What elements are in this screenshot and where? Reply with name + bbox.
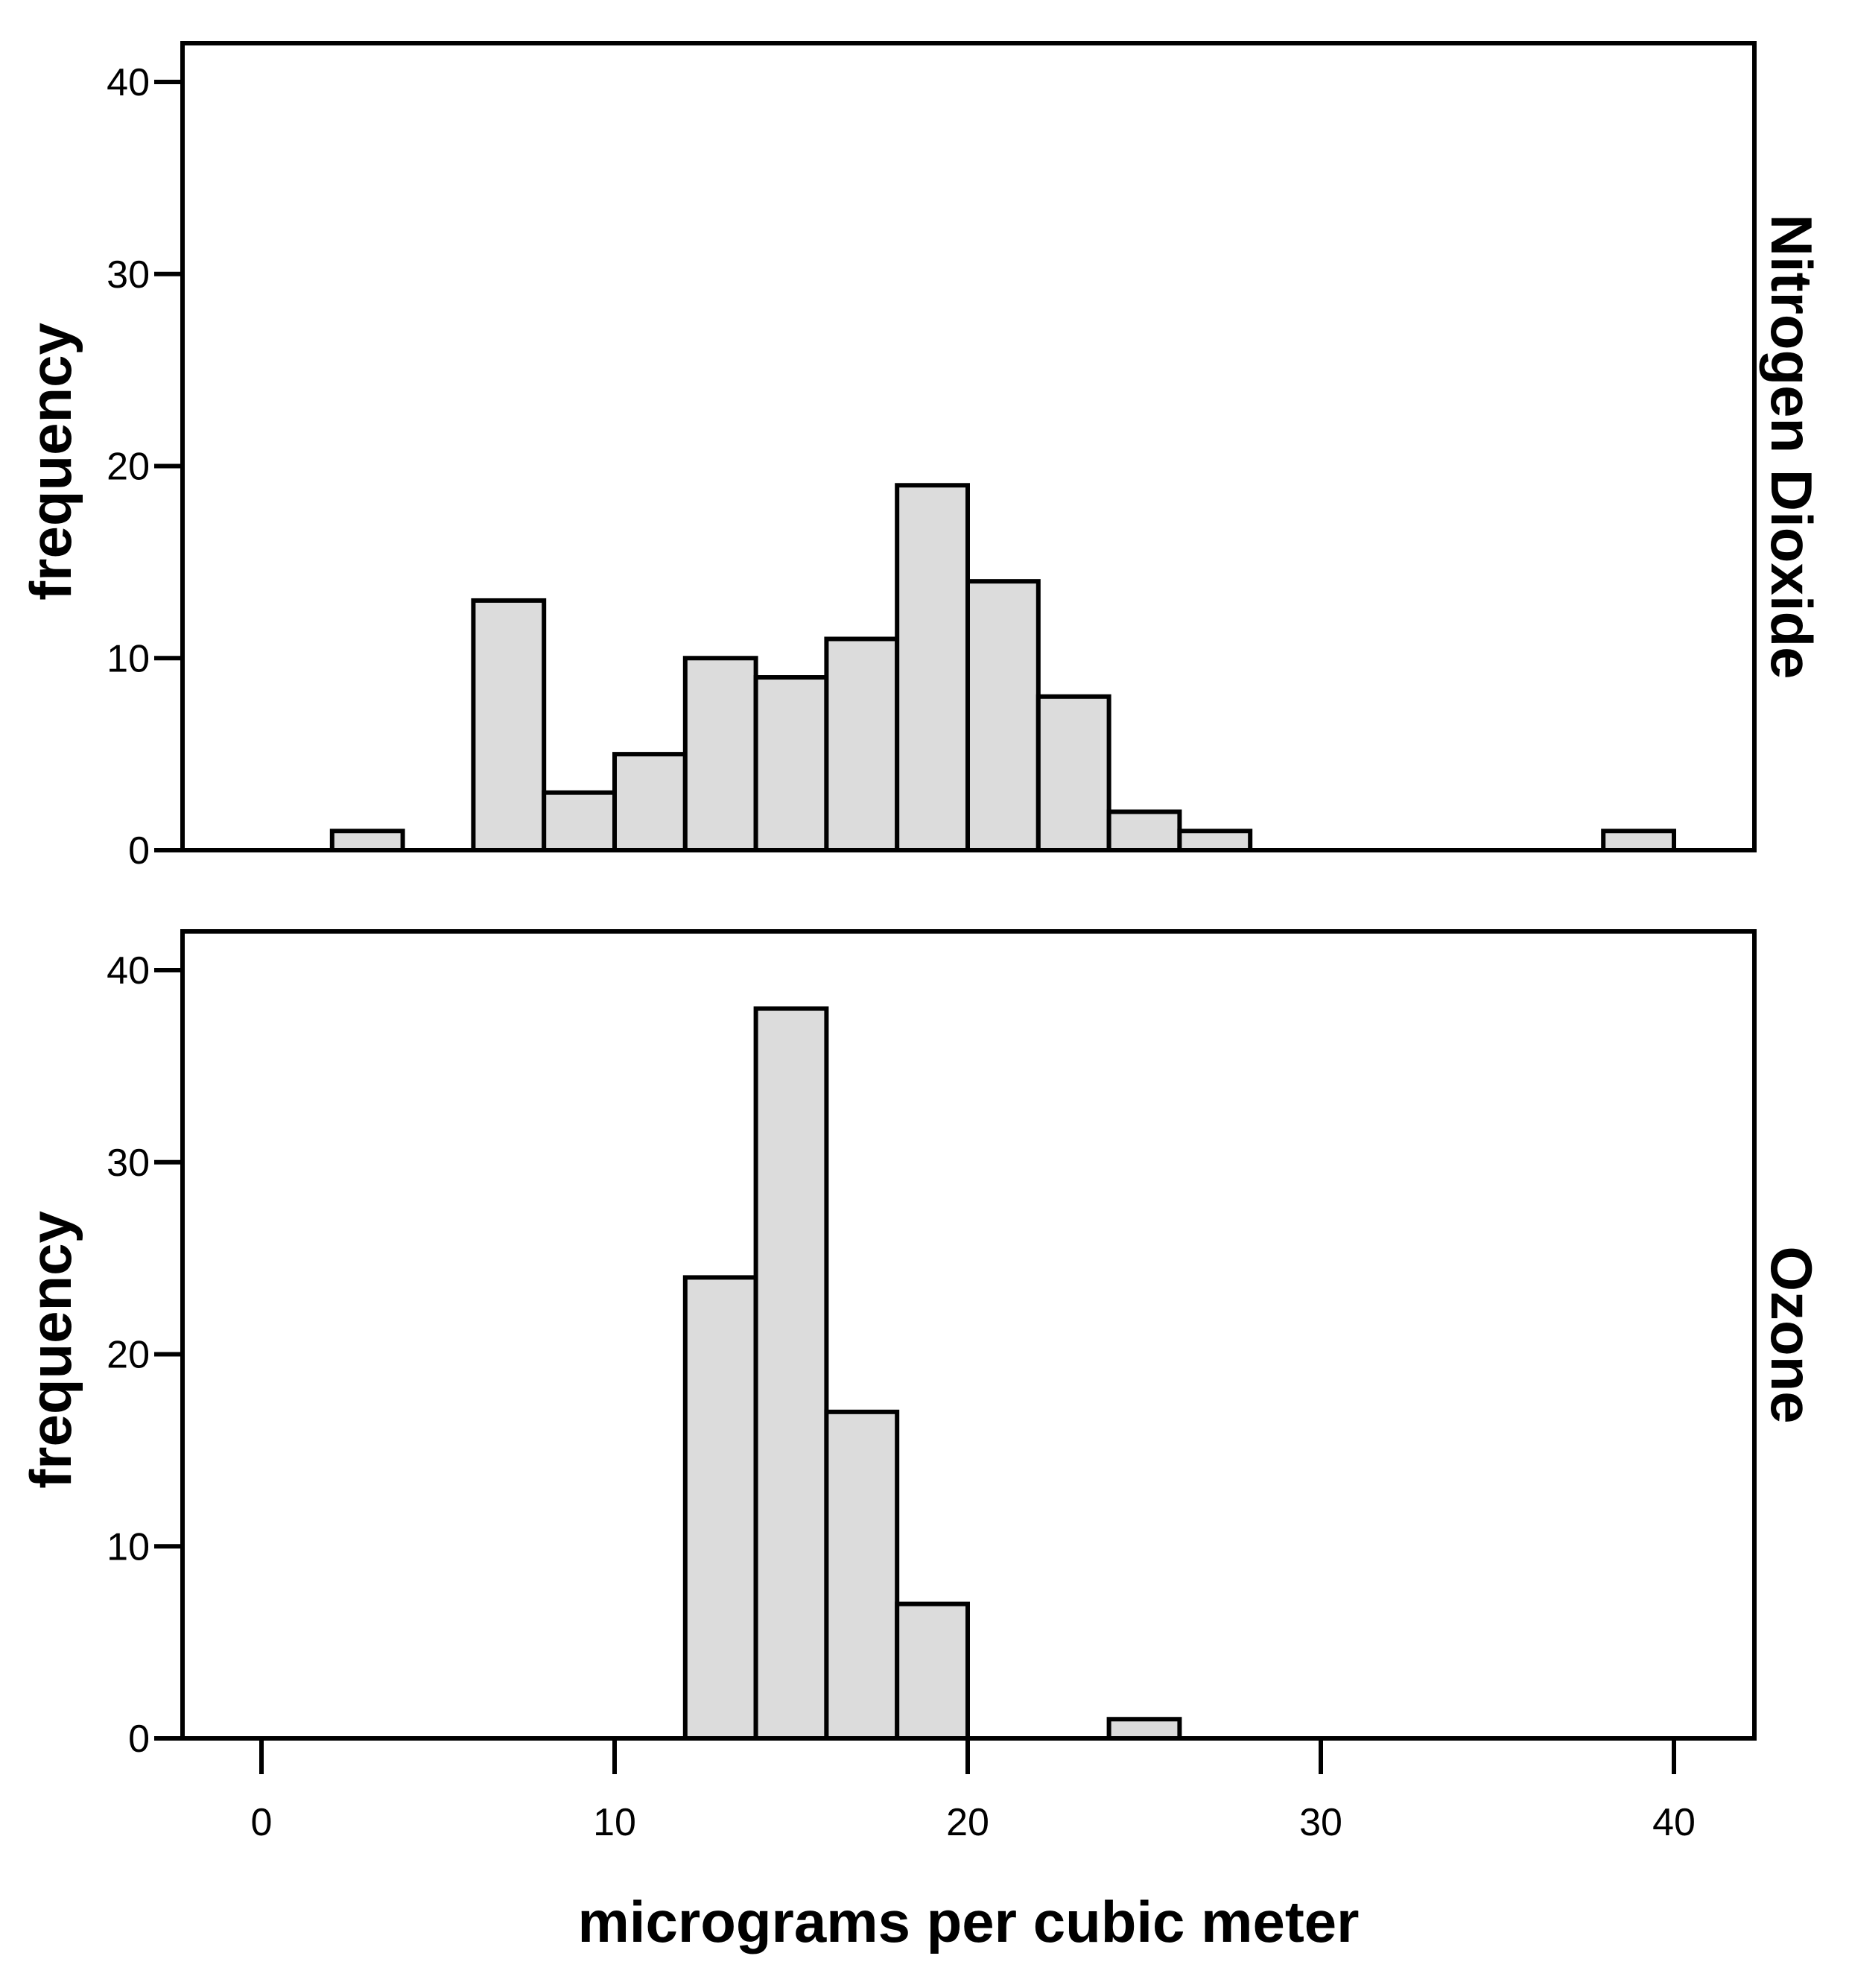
histogram-bar bbox=[329, 829, 405, 852]
histogram-bar bbox=[1177, 829, 1253, 852]
panel-nitrogen-dioxide: 0 10 20 30 40 frequency Nitrogen Dioxide bbox=[18, 41, 1824, 873]
histogram-bar bbox=[895, 1601, 970, 1741]
x-tick-label: 0 bbox=[251, 1801, 273, 1844]
histogram-bar bbox=[612, 752, 688, 852]
y-tick-label: 20 bbox=[107, 446, 150, 489]
histogram-bar bbox=[824, 1409, 900, 1741]
x-tick-label: 30 bbox=[1299, 1801, 1342, 1844]
histogram-bar bbox=[895, 483, 970, 853]
histogram-bar bbox=[1601, 829, 1676, 852]
histogram-bar bbox=[471, 598, 547, 852]
y-tick-label: 10 bbox=[107, 1525, 150, 1568]
panel-ozone: 0 10 20 30 40 frequency Ozone bbox=[18, 929, 1824, 1761]
x-tick-label: 20 bbox=[946, 1801, 989, 1844]
panel-label: Nitrogen Dioxide bbox=[1759, 214, 1824, 679]
histogram-bar bbox=[753, 675, 829, 853]
y-tick-label: 20 bbox=[107, 1334, 150, 1377]
y-tick-label: 0 bbox=[128, 829, 150, 873]
histogram-bar bbox=[824, 636, 900, 852]
y-tick-label: 0 bbox=[128, 1718, 150, 1761]
histogram-bar bbox=[753, 1006, 829, 1741]
histogram-bar bbox=[542, 790, 618, 853]
y-tick-label: 40 bbox=[107, 61, 150, 104]
panel-label: Ozone bbox=[1759, 1246, 1824, 1423]
histogram-bar bbox=[682, 1275, 758, 1741]
x-tick-label: 40 bbox=[1652, 1801, 1696, 1844]
panels-layer: 0 10 20 30 40 frequency Nitrogen Dioxide 0 10 20 3… bbox=[18, 41, 1824, 1761]
y-tick-label: 30 bbox=[107, 1142, 150, 1185]
histogram-bar bbox=[1106, 809, 1182, 852]
y-axis-title: frequency bbox=[18, 323, 83, 601]
y-tick-label: 40 bbox=[107, 949, 150, 993]
y-tick-label: 30 bbox=[107, 253, 150, 297]
x-tick-label: 10 bbox=[593, 1801, 636, 1844]
y-axis-title: frequency bbox=[18, 1211, 83, 1489]
histogram-bar bbox=[1106, 1717, 1182, 1741]
histogram-bar bbox=[682, 656, 758, 852]
x-axis-title: micrograms per cubic meter bbox=[577, 1889, 1359, 1954]
histogram-bar bbox=[965, 579, 1041, 853]
plot-frame bbox=[180, 41, 1757, 852]
histogram-bar bbox=[1035, 694, 1111, 852]
y-tick-label: 10 bbox=[107, 637, 150, 680]
